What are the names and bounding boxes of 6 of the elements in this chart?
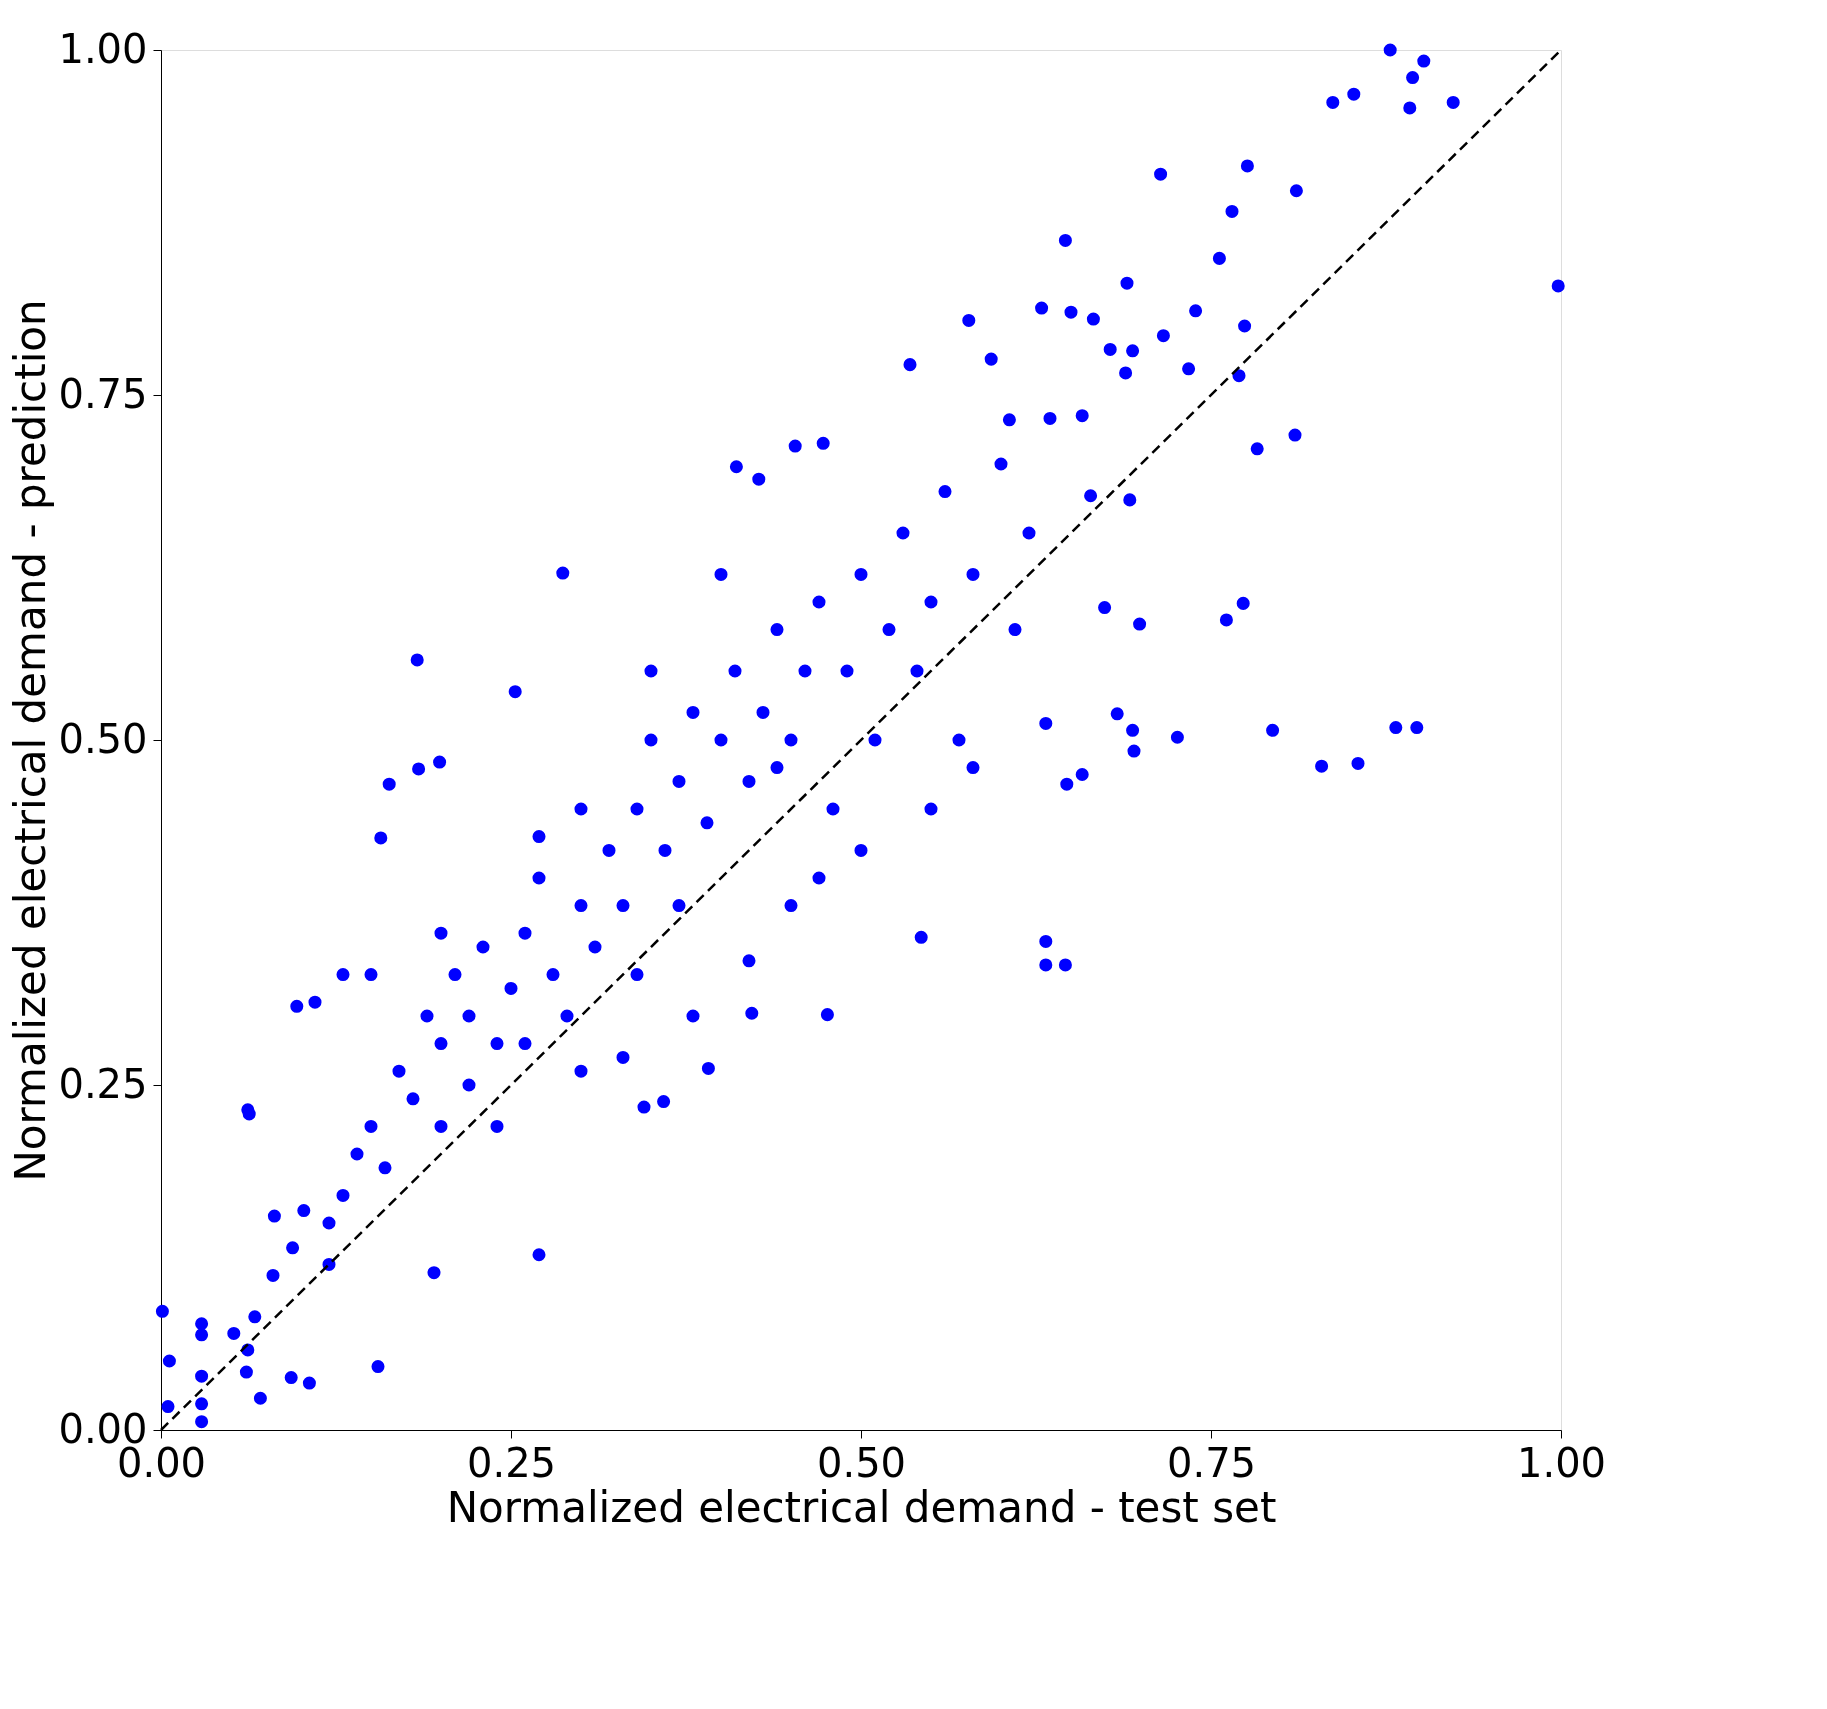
y-tick-label: 0.75 bbox=[58, 370, 148, 417]
x-tick-label: 1.00 bbox=[1516, 1439, 1607, 1486]
y-axis-title: Normalized electrical demand - prediction bbox=[6, 299, 56, 1182]
y-tick-label: 0.25 bbox=[58, 1060, 148, 1107]
y-tick-label: 1.00 bbox=[58, 25, 148, 72]
y-tick-label: 0.50 bbox=[58, 715, 148, 762]
